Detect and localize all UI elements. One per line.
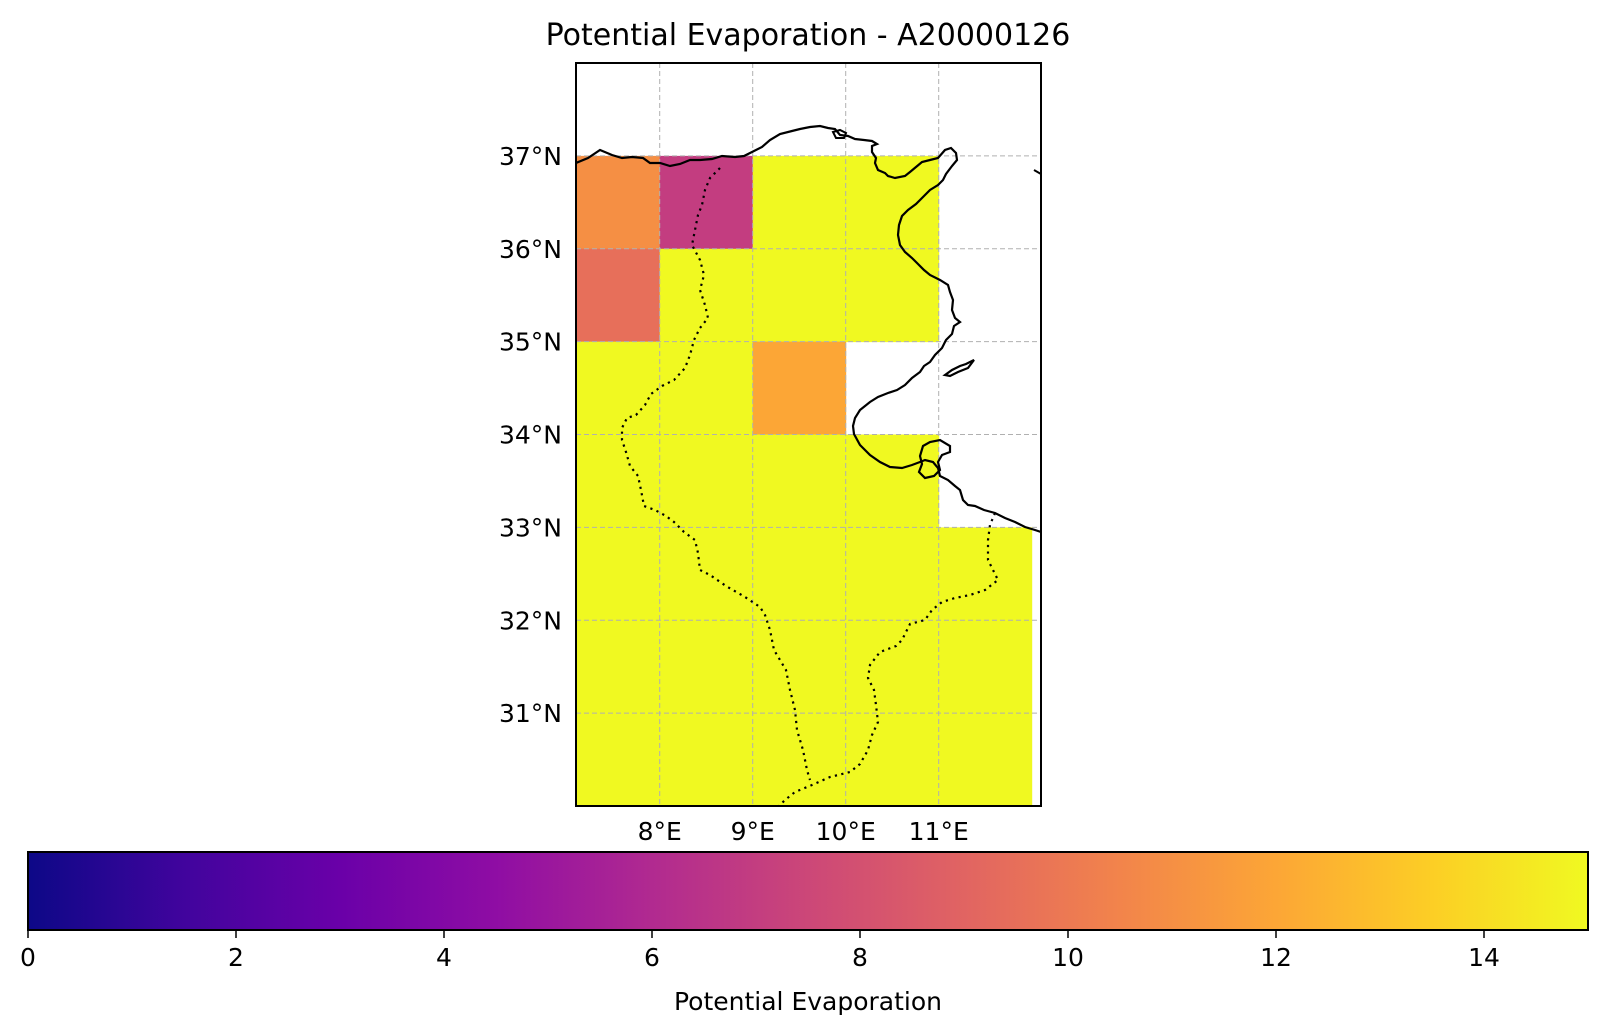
- colorbar-tick-label: 10: [1052, 943, 1084, 972]
- heatmap-cell: [659, 434, 754, 528]
- heatmap-cell: [659, 248, 754, 343]
- heatmap-cell: [752, 620, 847, 714]
- lon-tick-label: 9°E: [731, 817, 775, 846]
- heatmap-cell: [752, 527, 847, 621]
- lat-tick-labels: 31°N 32°N 33°N 34°N 35°N 36°N 37°N: [499, 142, 562, 728]
- lon-tick-label: 10°E: [816, 817, 876, 846]
- colorbar-tick-label: 4: [436, 943, 452, 972]
- heatmap-cell: [659, 341, 754, 435]
- heatmap-cell: [752, 341, 847, 435]
- lat-tick-label: 32°N: [499, 606, 562, 635]
- heatmap-cell: [938, 527, 1033, 621]
- heatmap-cell: [938, 620, 1033, 714]
- lat-tick-label: 33°N: [499, 513, 562, 542]
- lat-tick-label: 36°N: [499, 235, 562, 264]
- lat-tick-label: 37°N: [499, 142, 562, 171]
- heatmap-cell: [659, 620, 754, 714]
- colorbar-tick-label: 0: [20, 943, 36, 972]
- heatmap-cell: [845, 248, 940, 343]
- map-outlines: [576, 124, 1041, 806]
- heatmap-cell: [752, 434, 847, 528]
- lat-tick-label: 35°N: [499, 328, 562, 357]
- heatmap-cell: [752, 248, 847, 343]
- colorbar-gradient: [27, 851, 1589, 931]
- heatmap-cell: [845, 713, 940, 806]
- heatmap-cell: [752, 713, 847, 806]
- heatmap-cell: [845, 434, 940, 528]
- heatmap-cell: [938, 713, 1033, 806]
- heatmap-cell: [576, 713, 661, 806]
- heatmap-cell: [576, 248, 661, 343]
- lon-tick-labels: 8°E 9°E 10°E 11°E: [638, 817, 969, 846]
- coastline-djerba: [917, 438, 952, 480]
- coastline-sicily: [1033, 169, 1041, 175]
- heatmap-cell: [576, 620, 661, 714]
- colorbar-ticks: 0 2 4 6 8 10 12 14: [20, 930, 1500, 972]
- heatmap-cell: [845, 620, 940, 714]
- heatmap-cell: [845, 155, 940, 250]
- heatmap-cell: [659, 713, 754, 806]
- colorbar: 0 2 4 6 8 10 12 14 Potential Evaporation: [20, 851, 1589, 1016]
- colorbar-tick-label: 2: [228, 943, 244, 972]
- border-tunisia-algeria: [620, 167, 812, 781]
- heatmap-cell: [576, 341, 661, 435]
- colorbar-label: Potential Evaporation: [674, 987, 942, 1016]
- chart-title: Potential Evaporation - A20000126: [546, 18, 1071, 53]
- map-panel: 8°E 9°E 10°E 11°E 31°N32°N33°N34°N35°N36°N3…: [499, 62, 1042, 846]
- lon-tick-label: 11°E: [909, 817, 969, 846]
- lat-tick-label: 31°N: [499, 699, 562, 728]
- colorbar-tick-label: 12: [1260, 943, 1292, 972]
- heatmap-cell: [576, 527, 661, 621]
- coastline-islet: [831, 128, 848, 139]
- heatmap-cell: [576, 434, 661, 528]
- heatmap-cell: [659, 155, 754, 250]
- lon-tick-label: 8°E: [638, 817, 682, 846]
- colorbar-tick-label: 6: [644, 943, 660, 972]
- colorbar-tick-label: 14: [1468, 943, 1500, 972]
- heatmap-cell: [576, 155, 661, 250]
- gridlines: [576, 63, 1041, 806]
- coastline: [576, 124, 1041, 534]
- heatmap-cells: [576, 155, 1033, 806]
- heatmap-cell: [752, 155, 847, 250]
- coastline-kerkennah: [942, 359, 975, 378]
- lat-tick-label: 34°N: [499, 421, 562, 450]
- map-frame: [575, 62, 1042, 807]
- colorbar-tick-label: 8: [852, 943, 868, 972]
- border-tunisia-libya: [778, 512, 1000, 806]
- heatmap-cell: [845, 527, 940, 621]
